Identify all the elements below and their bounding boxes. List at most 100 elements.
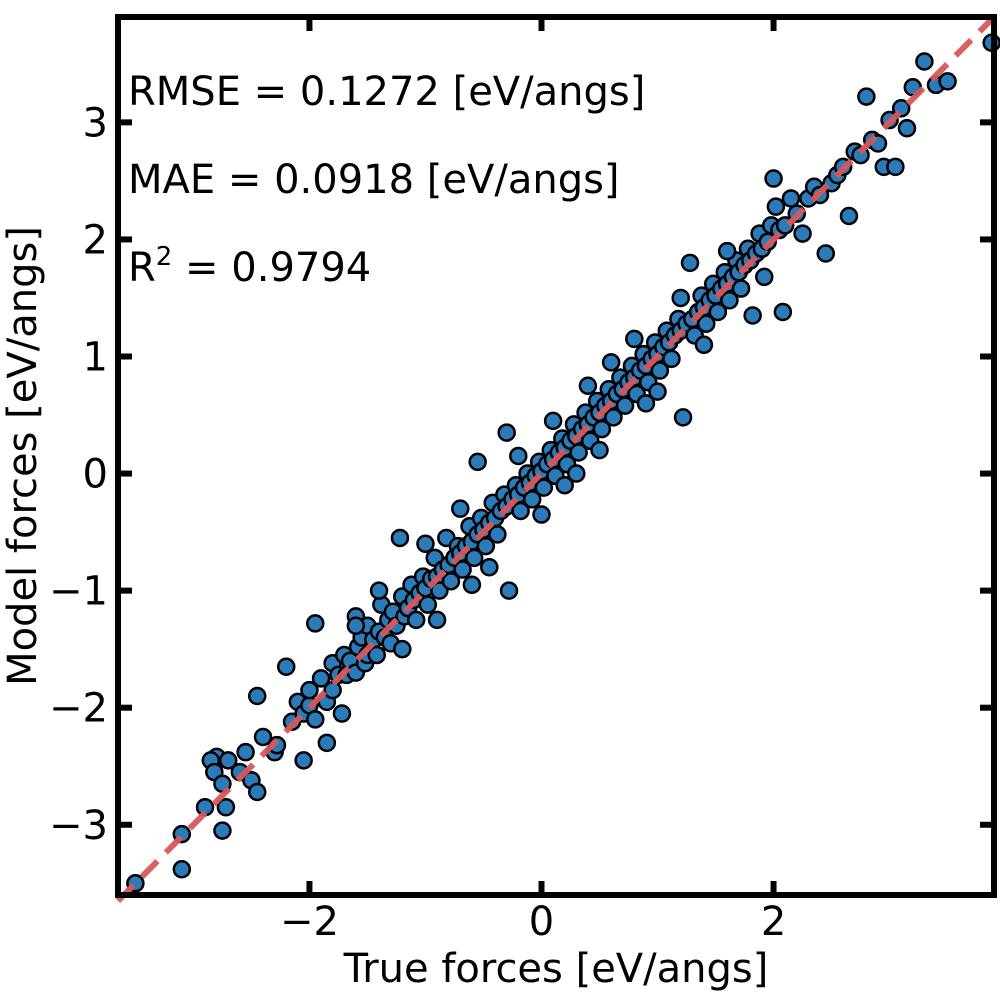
data-point [615,396,635,415]
data-point [172,859,192,879]
data-point [390,528,410,548]
data-point [522,490,542,509]
x-tick-label: −2 [280,899,339,945]
data-point [499,581,519,600]
data-point [441,572,461,591]
data-point [464,548,484,568]
data-point [367,645,386,665]
data-point [567,464,586,483]
r2-prefix: R [128,245,156,291]
data-point [216,797,236,817]
data-point [369,581,389,600]
r2-annotation: R2 = 0.9794 [128,242,371,291]
y-tick-label: −3 [49,803,108,849]
x-tick-label: 0 [529,899,554,945]
data-point [294,751,313,770]
data-point [543,411,563,431]
data-point [886,157,905,177]
data-point [430,581,449,600]
data-point [650,361,670,380]
y-tick-label: −1 [49,569,108,615]
plot-frame [115,14,997,898]
data-point [276,657,296,676]
data-point [453,560,472,579]
data-point [346,616,366,635]
data-point [793,224,812,243]
data-point [236,742,255,762]
data-point [590,440,609,460]
data-point [662,349,681,369]
data-point [406,610,426,630]
data-point [764,169,783,188]
axis-ticks: −2 0 2 −3 −2 −1 0 1 2 3 [49,17,994,945]
data-point [673,408,693,427]
y-tick-label: 2 [83,217,108,263]
data-point [897,118,917,138]
data-point [671,288,690,308]
data-point [247,782,267,802]
data-point [839,206,859,226]
y-tick-label: 0 [83,452,108,498]
data-point [915,52,934,71]
data-point [592,419,612,439]
data-point [218,751,238,770]
data-point [532,505,551,524]
data-point [534,478,554,497]
data-point [300,680,319,700]
data-point [717,241,737,261]
identity-reference-line [115,14,997,903]
data-point [332,704,352,723]
data-point [569,443,588,462]
x-axis-label: True forces [eV/angs] [343,946,769,992]
data-point [311,669,331,688]
data-point [938,72,957,91]
y-tick-label: 3 [83,100,108,146]
data-point [427,610,447,630]
data-point [416,534,435,554]
data-point [213,821,232,840]
data-point [755,267,774,287]
data-point [480,557,499,577]
data-point [697,314,716,333]
y-axis-label: Model forces [eV/angs] [0,226,46,686]
rmse-annotation: RMSE = 0.1272 [eV/angs] [128,69,645,115]
r2-value: = 0.9794 [172,245,371,291]
mae-annotation: MAE = 0.0918 [eV/angs] [128,157,620,203]
data-point [247,686,267,706]
data-point [476,536,496,556]
data-point [857,87,876,106]
data-point [305,710,325,729]
data-point [708,302,728,322]
data-point [468,452,487,472]
data-point [462,575,482,595]
data-point [555,476,574,495]
y-tick-label: 1 [83,334,108,380]
data-point [393,639,412,659]
data-point [488,525,507,544]
r2-superscript: 2 [156,242,173,272]
data-point [578,376,598,396]
data-point [731,279,751,298]
data-point [781,189,801,208]
data-point [305,614,325,633]
data-point [509,446,528,466]
data-point [604,408,623,427]
data-point [773,302,793,322]
y-tick-label: −2 [49,686,108,732]
data-point [720,291,739,310]
data-point [418,595,438,614]
data-point [451,499,470,518]
data-point [694,335,714,355]
data-point [648,382,667,401]
x-tick-label: 2 [761,899,786,945]
data-point [323,680,342,700]
data-point [317,733,337,753]
data-point [636,394,656,413]
data-point [680,253,700,273]
data-point [766,197,786,216]
data-point [497,423,516,442]
data-point [743,306,762,325]
data-point [625,329,644,349]
data-point [253,727,273,747]
